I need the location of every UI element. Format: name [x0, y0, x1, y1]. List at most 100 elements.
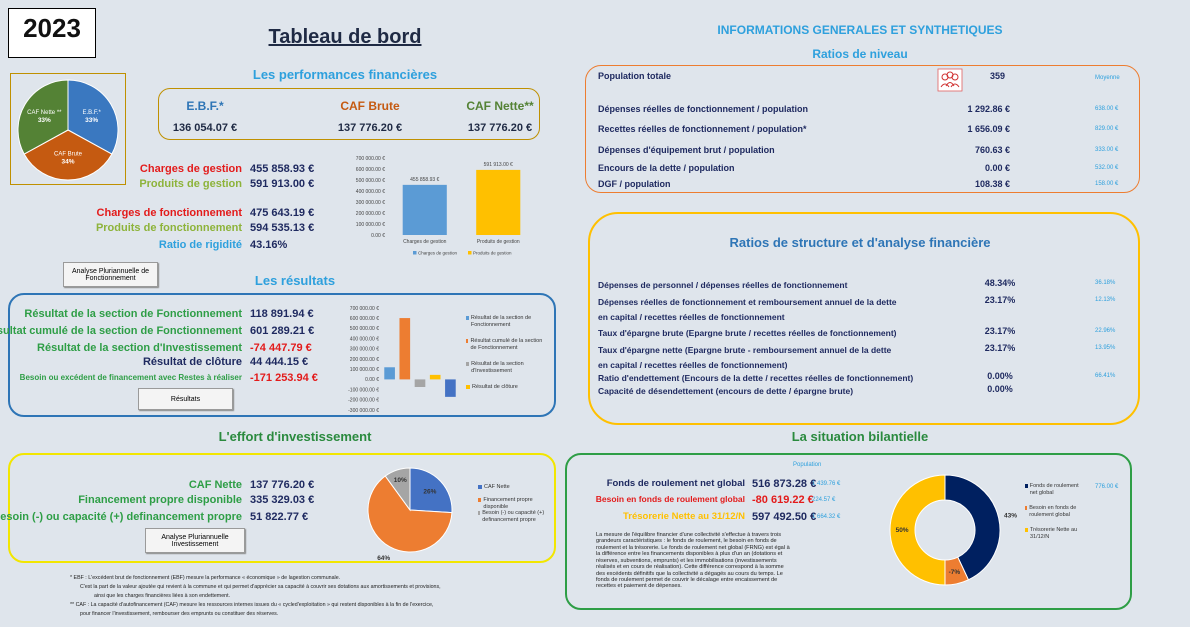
row-value: 1 292.86 € [967, 104, 1010, 114]
legend-label: Trésorerie Nette au 31/12/N [1029, 527, 1078, 540]
row-label: Taux d'épargne nette (Epargne brute - re… [598, 345, 892, 370]
y-tick-label: -100 000.00 € [348, 387, 379, 393]
row-average: 829.00 € [1095, 126, 1119, 132]
slice-label: 26% [423, 488, 436, 495]
legend-swatch [478, 485, 482, 489]
year-box [8, 8, 96, 58]
row-label: Produits de fonctionnement [95, 222, 242, 234]
row-label: Besoin en fonds de roulement global [595, 494, 745, 504]
row-value: 108.38 € [974, 179, 1010, 189]
section-title: La situation bilantielle [791, 429, 929, 444]
row-label: Besoin (-) ou capacité (+) definancement… [0, 511, 242, 523]
row-value: 51 822.77 € [250, 511, 309, 523]
row-value: 475 643.19 € [250, 207, 315, 219]
legend-label: Résultat de la section de Fonctionnement [470, 315, 532, 328]
section-title: Les performances financières [252, 67, 438, 82]
button[interactable]: Analyse Pluriannuelle de Fonctionnement [63, 262, 158, 287]
legend-entry: Résultat cumulé de la section de Fonctio… [466, 338, 544, 351]
slice-name: CAF Brute [54, 152, 83, 158]
average: 776.00 € [1095, 484, 1119, 490]
legend-entry: Fonds de roulement net global [1025, 483, 1080, 496]
row-value: 48.34% [984, 278, 1016, 288]
slice-label: 33% [38, 117, 51, 124]
y-tick-label: -200 000.00 € [348, 398, 379, 404]
slice-label: 33% [85, 117, 98, 124]
y-tick-label: 500 000.00 € [356, 178, 385, 184]
y-tick-label: 600 000.00 € [356, 167, 385, 173]
row-label: Population totale [598, 71, 671, 81]
section-title: L'effort d'investissement [218, 429, 372, 444]
slice [944, 474, 1001, 581]
row-value: 359 [990, 71, 1006, 81]
row-label: Produits de gestion [139, 178, 242, 190]
legend-swatch [1025, 528, 1028, 532]
row-average: 638.00 € [1095, 106, 1119, 112]
kpi-value: 137 776.20 € [337, 122, 403, 134]
slice [889, 474, 946, 586]
row-label: Taux d'épargne brute (Epargne brute / re… [598, 328, 897, 338]
button[interactable]: Analyse Pluriannuelle Investissement [145, 528, 245, 553]
row-average: 158.00 € [1095, 181, 1119, 187]
column-label: Population [793, 462, 822, 468]
row-value: 597 492.50 € [752, 511, 817, 523]
legend-label: Produits de gestion [473, 251, 512, 256]
y-tick-label: 100 000.00 € [356, 222, 385, 228]
y-tick-label: 700 000.00 € [356, 156, 385, 162]
slice [67, 79, 119, 155]
slice-label: 10% [394, 477, 407, 484]
footnote: C'est la part de la valeur ajoutée qui r… [80, 584, 441, 590]
row-label: Ratio de rigidité [158, 239, 242, 251]
y-tick-label: 400 000.00 € [356, 189, 385, 195]
legend-swatch [1025, 484, 1028, 488]
legend-swatch [468, 251, 472, 255]
legend-label: Financement propre disponible [483, 497, 533, 510]
row-label: Dépenses réelles de fonctionnement et re… [598, 297, 897, 322]
legend-label: Besoin en fonds de roulement global [1029, 505, 1077, 518]
results-frame [8, 293, 556, 417]
legend-entry: Trésorerie Nette au 31/12/N [1025, 527, 1080, 540]
y-tick-label: 700 000.00 € [350, 306, 379, 312]
row-label: Résultat de la section d'Investissement [37, 342, 242, 354]
row-average: 22.96% [1095, 328, 1116, 334]
row-value: 335 329.03 € [250, 494, 315, 506]
row-average: 1 439.76 € [812, 481, 841, 487]
legend-swatch [466, 339, 469, 343]
legend-swatch [478, 511, 481, 515]
row-value: 44 444.15 € [250, 356, 309, 368]
bar-chart: 0.00 € 100 000.00 € 200 000.00 € 300 000.00… [356, 156, 521, 256]
row-value: 591 913.00 € [250, 178, 315, 190]
population-icon [937, 68, 963, 92]
legend-entry: Résultat de la section de Fonctionnement [466, 315, 544, 328]
button[interactable]: Résultats [138, 388, 233, 410]
legend-label: Charges de gestion [418, 251, 458, 256]
footnote: * EBF : L'excédent brut de fonctionnemen… [70, 575, 341, 581]
y-tick-label: 0.00 € [371, 233, 385, 239]
level-frame [585, 65, 1140, 193]
row-value: 455 858.93 € [250, 163, 315, 175]
y-tick-label: 500 000.00 € [350, 326, 379, 332]
row-value: 601 289.21 € [250, 325, 315, 337]
row-label: Charges de gestion [139, 163, 242, 175]
bar [445, 379, 456, 397]
data-label: 455 858.93 € [410, 177, 439, 183]
row-average: 66.41% [1095, 373, 1116, 379]
slice-label: 64% [377, 555, 390, 562]
year: 2023 [23, 13, 81, 43]
row-average: 36.18% [1095, 280, 1116, 286]
pie-frame [10, 73, 126, 185]
section-title: INFORMATIONS GENERALES ET SYNTHETIQUES [717, 23, 1003, 37]
kpi-frame [158, 88, 540, 140]
row-label: Ratio d'endettement (Encours de la dette… [598, 373, 914, 383]
row-average: 13.95% [1095, 345, 1116, 351]
legend-label: Besoin (-) ou capacité (+) definancement… [482, 510, 545, 523]
section-title: Ratios de niveau [812, 47, 908, 61]
bar [429, 374, 441, 380]
legend-entry: Résultat de clôture [466, 384, 544, 391]
row-value: 23.17% [984, 326, 1016, 336]
row-value: 1 656.09 € [967, 124, 1010, 134]
legend-label: Fonds de roulement net global [1029, 483, 1079, 496]
balance-frame [565, 453, 1132, 610]
bar [476, 169, 521, 235]
y-tick-label: 200 000.00 € [356, 211, 385, 217]
